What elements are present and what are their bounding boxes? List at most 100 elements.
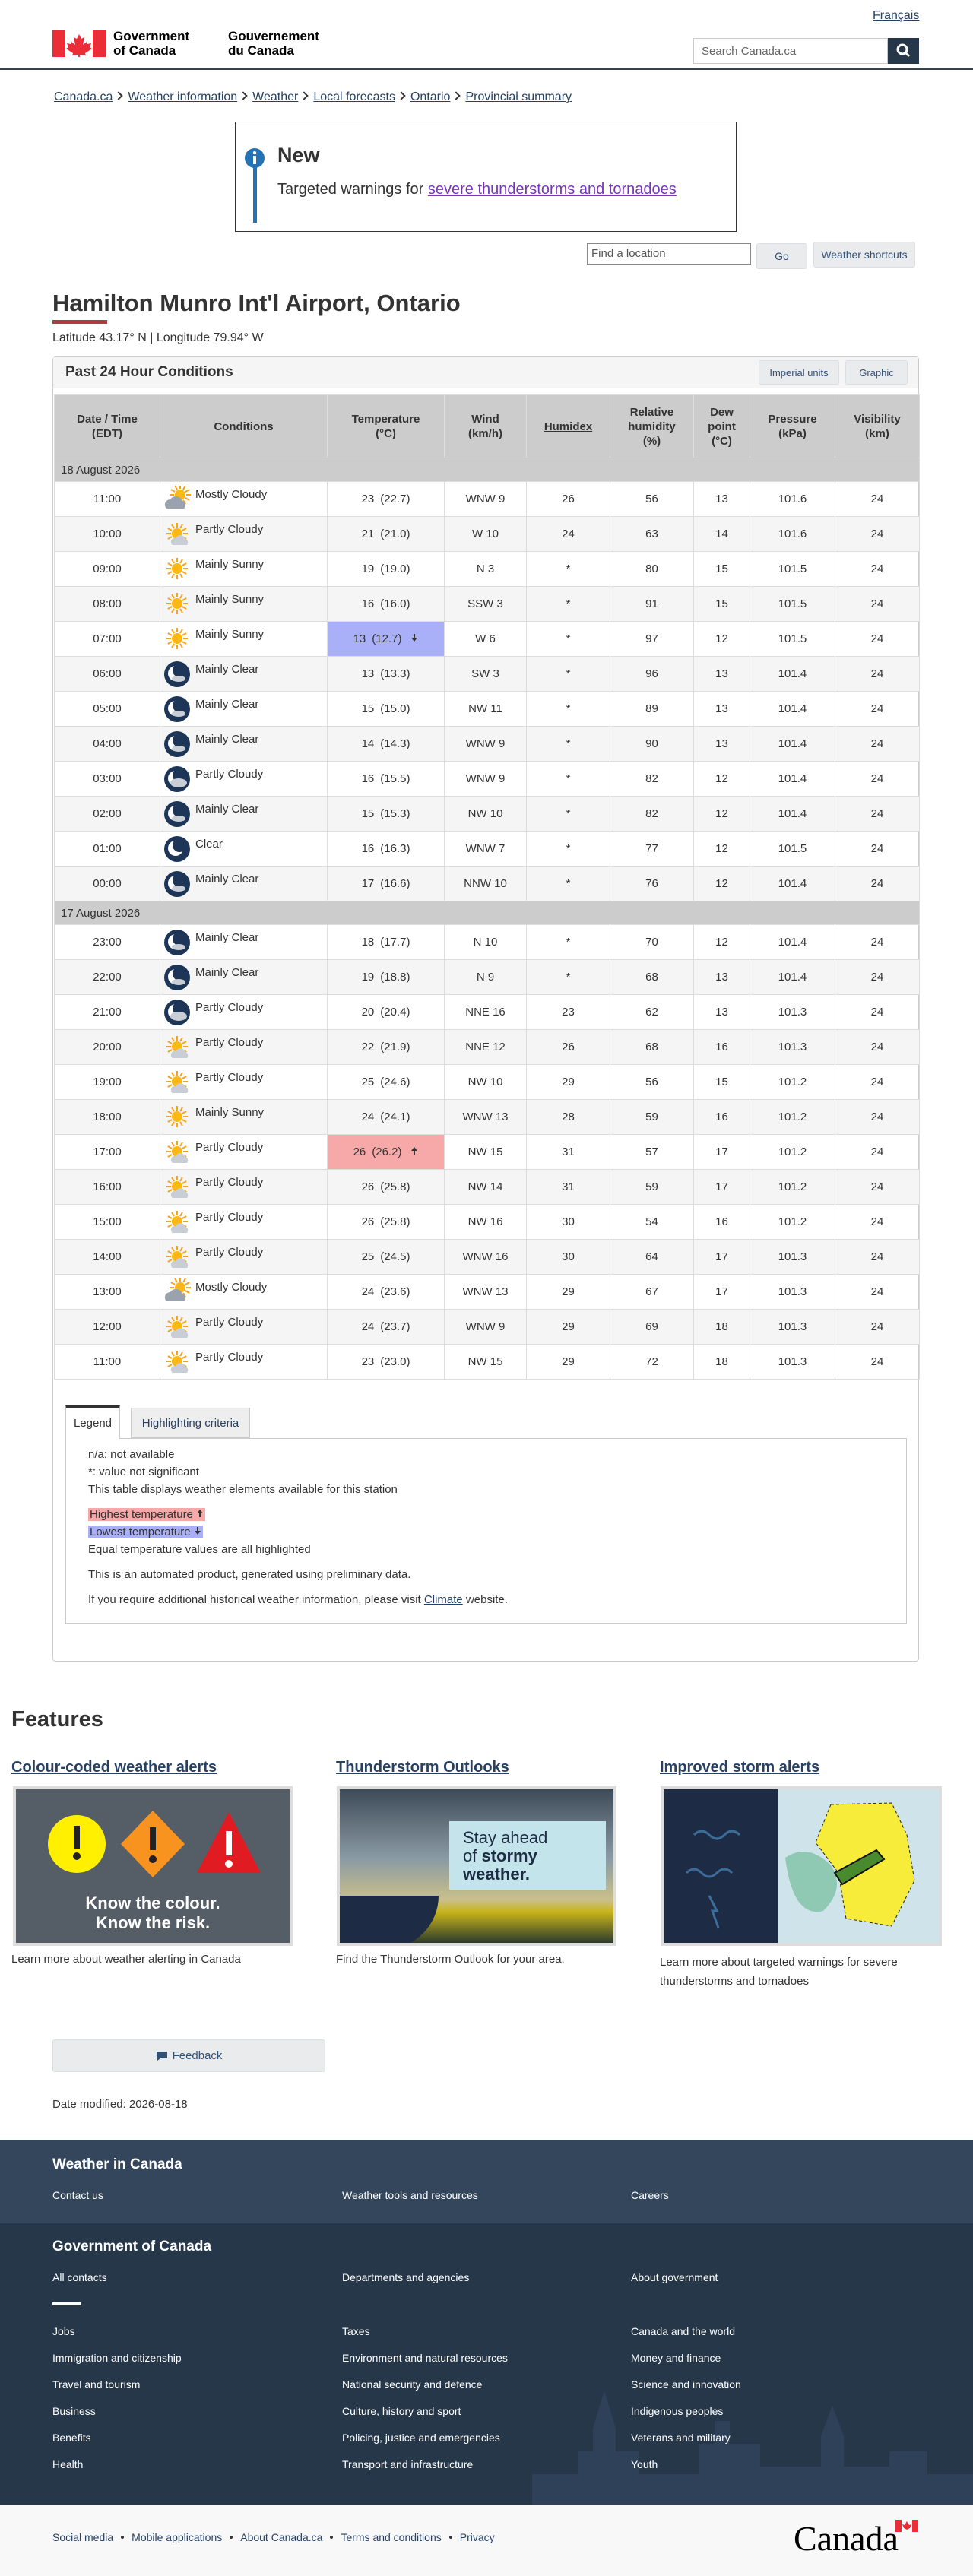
climate-link[interactable]: Climate bbox=[423, 1593, 463, 1606]
footer-link[interactable]: Taxes bbox=[342, 2325, 370, 2337]
footer-link[interactable]: Indigenous peoples bbox=[631, 2405, 724, 2417]
data-row: 14:00 Partly Cloudy 25 (24.5) WNW 16 30 64 17 10… bbox=[54, 1239, 920, 1275]
footer-link[interactable]: Jobs bbox=[52, 2325, 75, 2337]
feature-title[interactable]: Improved storm alerts bbox=[660, 1759, 820, 1776]
bottom-link[interactable]: Terms and conditions bbox=[341, 2531, 442, 2543]
value-cell: 63 bbox=[610, 516, 694, 552]
footer-link[interactable]: All contacts bbox=[52, 2271, 107, 2283]
data-row: 00:00 Mainly Clear 17 (16.6) NNW 10 * 76 12 101.… bbox=[54, 866, 920, 901]
value-cell: 24 bbox=[526, 516, 610, 552]
footer-link[interactable]: Youth bbox=[631, 2458, 658, 2470]
temperature-precise: (20.4) bbox=[380, 1006, 410, 1019]
footer-link[interactable]: Culture, history and sport bbox=[342, 2405, 461, 2417]
bottom-link[interactable]: About Canada.ca bbox=[240, 2531, 323, 2543]
path bbox=[170, 1327, 189, 1338]
graphic-button[interactable]: Graphic bbox=[845, 360, 908, 385]
footer-link[interactable]: Benefits bbox=[52, 2432, 91, 2444]
temperature-cell: 20 (20.4) bbox=[327, 994, 445, 1030]
value-cell: 101.4 bbox=[750, 796, 835, 832]
footer-link[interactable]: Transport and infrastructure bbox=[342, 2458, 474, 2470]
condition-icon bbox=[164, 661, 190, 687]
value-cell: * bbox=[526, 586, 610, 622]
conditions-cell: Mainly Clear bbox=[160, 959, 328, 995]
temperature-precise: (16.6) bbox=[380, 877, 410, 890]
column-header: Visibility (km) bbox=[835, 394, 920, 458]
temperature-cell: 23 (23.0) bbox=[327, 1344, 445, 1380]
line bbox=[171, 628, 175, 634]
value-cell: 101.3 bbox=[750, 1239, 835, 1275]
footer-link[interactable]: Business bbox=[52, 2405, 96, 2417]
footer-link[interactable]: Travel and tourism bbox=[52, 2378, 141, 2391]
conditions: Mostly Cloudy bbox=[160, 485, 327, 513]
condition-icon bbox=[164, 765, 190, 792]
breadcrumb-link[interactable]: Provincial summary bbox=[465, 90, 572, 103]
criteria-tab[interactable]: Highlighting criteria bbox=[131, 1408, 250, 1438]
temperature-precise: (21.9) bbox=[380, 1041, 410, 1054]
breadcrumb-link[interactable]: Weather information bbox=[128, 90, 238, 103]
value-cell: 24 bbox=[835, 1029, 920, 1065]
bottom-link[interactable]: Privacy bbox=[459, 2531, 495, 2543]
breadcrumb-link[interactable]: Ontario bbox=[410, 90, 451, 103]
temperature-cell: 23 (22.7) bbox=[327, 481, 445, 517]
temperature: 16 bbox=[361, 842, 375, 855]
column-header: Pressure (kPa) bbox=[750, 394, 835, 458]
value-cell: 59 bbox=[610, 1099, 694, 1135]
footer-link[interactable]: Weather tools and resources bbox=[342, 2189, 478, 2201]
footer-link[interactable]: Departments and agencies bbox=[342, 2271, 470, 2283]
language-toggle[interactable]: Français bbox=[873, 9, 920, 22]
footer-link[interactable]: Canada and the world bbox=[631, 2325, 735, 2337]
bullet bbox=[121, 2536, 125, 2539]
location-input[interactable]: Find a location bbox=[587, 243, 751, 265]
line bbox=[167, 570, 173, 575]
bottom-link[interactable]: Mobile applications bbox=[132, 2531, 223, 2543]
line bbox=[167, 1215, 173, 1219]
feature-title[interactable]: Colour-coded weather alerts bbox=[11, 1759, 217, 1776]
ellipse bbox=[170, 778, 187, 787]
footer-link[interactable]: Environment and natural resources bbox=[342, 2352, 508, 2364]
temperature-cell: 26 (25.8) bbox=[327, 1204, 445, 1240]
breadcrumb-link[interactable]: Weather bbox=[252, 90, 299, 103]
value-cell: N 10 bbox=[444, 924, 527, 960]
breadcrumb-separator bbox=[300, 91, 309, 100]
footer-link[interactable]: Immigration and citizenship bbox=[52, 2352, 182, 2364]
temperature-cell: 24 (24.1) bbox=[327, 1099, 445, 1135]
bottom-link[interactable]: Social media bbox=[52, 2531, 114, 2543]
imperial-button[interactable]: Imperial units bbox=[759, 360, 839, 385]
header-line: (km) bbox=[865, 427, 889, 440]
path bbox=[170, 1362, 189, 1373]
value-cell: NNE 16 bbox=[444, 994, 527, 1030]
footer-link[interactable]: National security and defence bbox=[342, 2378, 483, 2391]
footer-link[interactable]: Careers bbox=[631, 2189, 669, 2201]
value-cell: 59 bbox=[610, 1169, 694, 1205]
condition-icon bbox=[166, 1175, 189, 1198]
search-button[interactable] bbox=[888, 38, 919, 64]
footer-link[interactable]: Science and innovation bbox=[631, 2378, 741, 2391]
go-button[interactable]: Go bbox=[756, 243, 807, 269]
line bbox=[179, 1316, 183, 1322]
line bbox=[171, 1120, 175, 1126]
alert-link[interactable]: severe thunderstorms and tornadoes bbox=[427, 181, 677, 198]
shortcuts-button[interactable]: Weather shortcuts bbox=[813, 242, 915, 268]
footer-link[interactable]: Contact us bbox=[52, 2189, 103, 2201]
footer-link[interactable]: Health bbox=[52, 2458, 84, 2470]
time-cell: 11:00 bbox=[54, 1344, 160, 1380]
ellipse bbox=[172, 815, 185, 822]
search-input[interactable]: Search Canada.ca bbox=[693, 38, 888, 64]
legend-tab[interactable]: Legend bbox=[65, 1405, 120, 1439]
footer-link[interactable]: Veterans and military bbox=[631, 2432, 731, 2444]
footer-link[interactable]: Money and finance bbox=[631, 2352, 721, 2364]
temperature: 23 bbox=[361, 493, 375, 505]
breadcrumb-link[interactable]: Local forecasts bbox=[313, 90, 395, 103]
header-line: (EDT) bbox=[92, 427, 122, 440]
conditions: Mainly Sunny bbox=[160, 556, 327, 583]
footer-link[interactable]: Policing, justice and emergencies bbox=[342, 2432, 500, 2444]
condition-icon bbox=[166, 1315, 189, 1338]
value-cell: 57 bbox=[610, 1134, 694, 1170]
breadcrumb-link[interactable]: Canada.ca bbox=[54, 90, 113, 103]
conditions-cell: Mainly Clear bbox=[160, 924, 328, 960]
conditions: Partly Cloudy bbox=[160, 1244, 327, 1271]
feedback-button[interactable]: Feedback bbox=[52, 2039, 325, 2072]
temperature-cell: 25 (24.6) bbox=[327, 1064, 445, 1100]
feature-title[interactable]: Thunderstorm Outlooks bbox=[336, 1759, 509, 1776]
footer-link[interactable]: About government bbox=[631, 2271, 718, 2283]
